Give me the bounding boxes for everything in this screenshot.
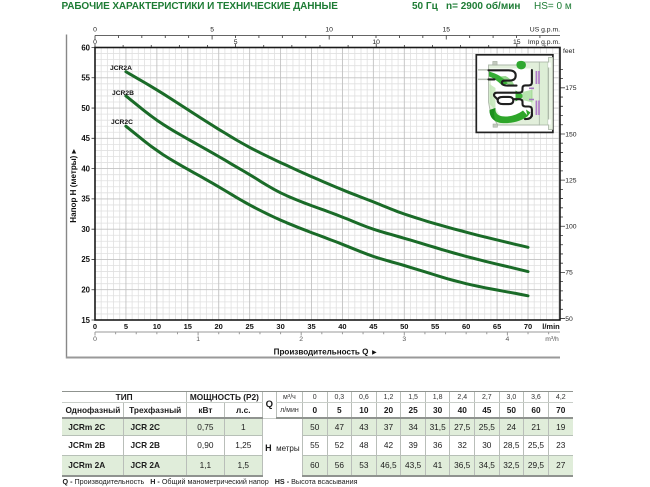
svg-text:10: 10 [372, 39, 380, 46]
svg-text:50: 50 [81, 104, 90, 113]
svg-text:25: 25 [246, 322, 254, 331]
svg-text:50: 50 [400, 322, 408, 331]
svg-text:3: 3 [402, 336, 406, 343]
svg-text:150: 150 [565, 131, 577, 138]
svg-text:25: 25 [81, 255, 90, 264]
svg-text:15: 15 [184, 322, 192, 331]
svg-text:70: 70 [524, 322, 532, 331]
svg-text:2: 2 [299, 336, 303, 343]
svg-text:l/min: l/min [542, 322, 560, 331]
svg-text:Imp g.p.m.: Imp g.p.m. [528, 39, 560, 46]
svg-text:45: 45 [81, 134, 90, 143]
svg-text:20: 20 [81, 286, 90, 295]
svg-text:Напор H (метры) ▸: Напор H (метры) ▸ [69, 148, 78, 222]
svg-text:feet: feet [563, 48, 574, 55]
svg-text:40: 40 [338, 322, 346, 331]
svg-text:55: 55 [81, 74, 90, 83]
svg-text:10: 10 [153, 322, 161, 331]
svg-text:20: 20 [215, 322, 223, 331]
svg-text:0: 0 [93, 27, 97, 34]
svg-text:50: 50 [565, 316, 573, 323]
svg-text:1: 1 [196, 336, 200, 343]
svg-text:125: 125 [565, 177, 577, 184]
svg-text:35: 35 [307, 322, 315, 331]
svg-text:m³/h: m³/h [545, 336, 559, 343]
svg-text:45: 45 [369, 322, 377, 331]
svg-text:75: 75 [565, 270, 573, 277]
svg-text:0: 0 [93, 322, 97, 331]
svg-text:JCR2A: JCR2A [110, 65, 132, 72]
svg-text:15: 15 [81, 316, 90, 325]
svg-text:JCR2C: JCR2C [111, 119, 133, 126]
svg-text:0: 0 [93, 336, 97, 343]
svg-text:5: 5 [234, 39, 238, 46]
svg-text:Производительность Q ▸: Производительность Q ▸ [274, 348, 378, 357]
svg-text:10: 10 [325, 27, 333, 34]
svg-text:175: 175 [565, 85, 577, 92]
svg-text:5: 5 [124, 322, 128, 331]
svg-text:100: 100 [565, 224, 577, 231]
svg-text:65: 65 [493, 322, 501, 331]
svg-text:5: 5 [210, 27, 214, 34]
svg-text:30: 30 [81, 225, 90, 234]
svg-text:30: 30 [276, 322, 284, 331]
svg-text:55: 55 [431, 322, 439, 331]
svg-text:35: 35 [81, 195, 90, 204]
svg-text:US g.p.m.: US g.p.m. [530, 27, 560, 34]
svg-text:60: 60 [81, 43, 90, 52]
svg-text:4: 4 [506, 336, 510, 343]
svg-text:15: 15 [513, 39, 521, 46]
svg-text:0: 0 [93, 39, 97, 46]
svg-text:60: 60 [462, 322, 470, 331]
svg-text:JCR2B: JCR2B [112, 90, 134, 97]
svg-text:15: 15 [443, 27, 451, 34]
svg-text:40: 40 [81, 164, 90, 173]
